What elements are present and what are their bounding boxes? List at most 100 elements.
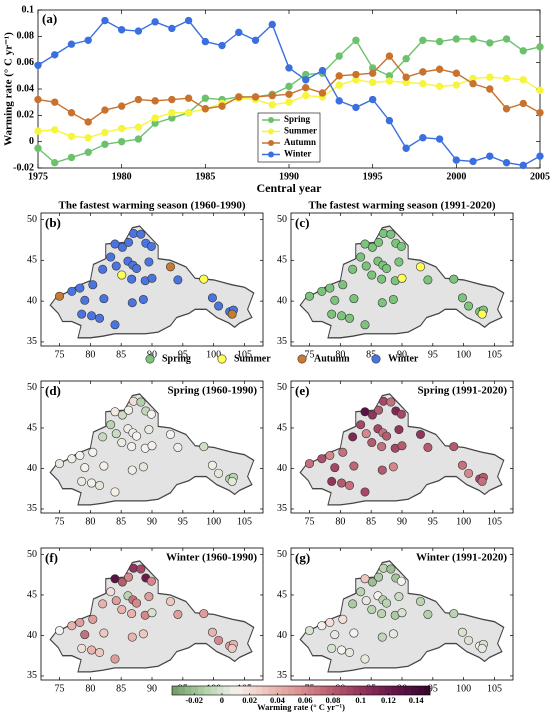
y-axis-label: Warming rate (° C yr⁻¹) [3, 32, 15, 146]
y-tick-label: 50 [277, 214, 287, 225]
colorbar-label: Warming rate (° C yr⁻¹) [257, 702, 345, 712]
y-tick-label: 0.02 [17, 110, 35, 121]
station [367, 605, 377, 615]
series-marker [352, 103, 360, 112]
x-tick-label: 100 [456, 349, 471, 360]
station [132, 598, 142, 608]
station [110, 654, 120, 664]
series-marker [402, 144, 410, 152]
legend-marker [297, 354, 307, 364]
station [388, 629, 398, 639]
series-marker [469, 157, 477, 166]
station [199, 609, 209, 619]
station [77, 476, 87, 486]
station [397, 441, 407, 451]
series-marker [352, 70, 360, 79]
x-tick-label: 90 [397, 349, 407, 360]
station [367, 577, 377, 587]
station [227, 643, 237, 653]
x-tick-label: 100 [456, 516, 471, 527]
station [207, 460, 217, 470]
series-marker [201, 94, 210, 102]
station [173, 275, 183, 285]
station [99, 628, 109, 638]
station [207, 293, 217, 303]
station [394, 592, 404, 602]
series-marker [84, 134, 92, 142]
x-tick-label: 75 [305, 349, 315, 360]
station [54, 626, 64, 636]
station [111, 429, 121, 439]
series-marker [318, 66, 327, 75]
station [110, 320, 120, 330]
series-marker [235, 28, 243, 37]
station [457, 627, 467, 637]
station [95, 647, 105, 657]
station [327, 643, 337, 653]
station [95, 480, 105, 490]
station [214, 468, 224, 478]
series-marker [335, 97, 343, 105]
station [345, 313, 355, 323]
x-tick-label: 75 [55, 683, 65, 694]
colorbar-segment [294, 686, 302, 695]
station [173, 442, 183, 452]
station [106, 587, 116, 597]
station [330, 295, 340, 305]
colorbar-segment [410, 686, 418, 695]
station [166, 262, 176, 272]
station [95, 313, 105, 323]
station [106, 252, 116, 262]
y-tick-label: 0.08 [17, 31, 35, 42]
station [127, 609, 137, 619]
station [327, 476, 337, 486]
station [67, 454, 77, 464]
series-marker [335, 81, 343, 89]
colorbar-segment [423, 686, 431, 695]
station [378, 563, 388, 573]
series-marker [302, 76, 310, 84]
series-marker [285, 82, 293, 91]
colorbar-tick-label: 0.06 [298, 695, 313, 705]
series-marker [352, 36, 360, 44]
colorbar-segment [262, 686, 270, 695]
series-marker [51, 159, 59, 167]
station [345, 647, 355, 657]
colorbar-segment [326, 686, 334, 695]
legend-marker [371, 354, 381, 364]
station [338, 614, 348, 624]
series-marker [519, 47, 527, 55]
station [449, 442, 459, 452]
colorbar-segment [307, 686, 315, 695]
colorbar-segment [210, 686, 218, 695]
series-marker [502, 159, 511, 167]
station [80, 295, 90, 305]
y-tick-label: 35 [277, 670, 287, 681]
y-tick-label: 45 [277, 255, 287, 266]
station [144, 257, 154, 267]
y-tick-label: 0 [29, 136, 34, 147]
y-tick-label: 40 [277, 463, 287, 474]
station [147, 273, 157, 283]
series-marker [184, 94, 193, 102]
station [117, 410, 127, 420]
series-marker [469, 80, 477, 88]
y-tick-label: 35 [27, 503, 37, 514]
series-marker [101, 16, 109, 25]
x-tick-label: 85 [366, 516, 376, 527]
panel-title: Winter (1960-1990) [166, 552, 257, 564]
series-marker [84, 36, 92, 44]
y-tick-label: 50 [277, 549, 287, 560]
colorbar-tick-label: -0.02 [185, 695, 203, 705]
x-tick-label: 2000 [446, 171, 466, 182]
colorbar-segment [236, 686, 244, 695]
series-marker [419, 36, 427, 44]
series-marker [235, 93, 243, 101]
y-tick-label: 50 [27, 214, 37, 225]
station [396, 409, 406, 419]
station [337, 478, 347, 488]
x-tick-label: 85 [116, 516, 126, 527]
y-tick-label: -0.02 [13, 162, 34, 173]
colorbar-segment [339, 686, 347, 695]
station [377, 465, 387, 475]
